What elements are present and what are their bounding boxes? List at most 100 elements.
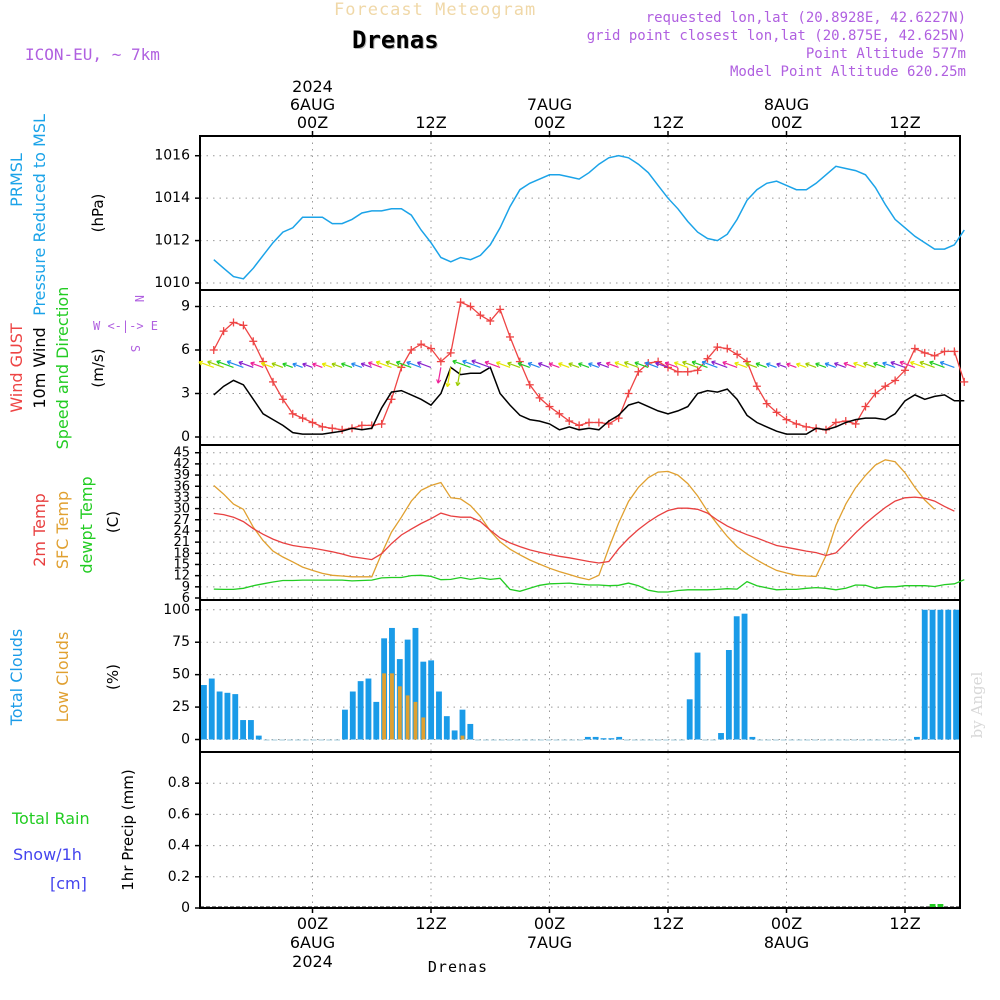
direction-arrow-head [496,362,500,366]
direction-arrow-head [682,361,686,366]
total-cloud-bar [718,733,724,740]
direction-arrow-shaft [496,361,511,368]
bottom-tick-label: 2024 [292,952,333,971]
gust-marker [901,366,909,375]
direction-arrow-shaft [899,361,916,368]
direction-arrow-shaft [824,362,837,368]
y-tick-label: 6 [182,591,190,606]
direction-arrow [351,362,363,368]
direction-arrow [596,361,609,368]
gust-marker [950,347,959,356]
direction-arrow-head [588,363,592,368]
direction-arrow-head [722,361,726,366]
direction-arrow-shaft [853,362,866,368]
direction-arrow-shaft [734,362,748,368]
direction-arrow-shaft [755,362,767,368]
y-tick-label: 25 [172,699,190,715]
direction-arrow-shaft [890,361,906,368]
gust-marker [357,421,366,430]
direction-arrow-head [910,361,914,366]
direction-arrow-head [578,363,582,368]
direction-arrow [238,360,254,368]
direction-arrow [673,361,688,368]
y-tick-label: 9 [182,580,190,595]
direction-arrow-head [537,362,542,367]
direction-arrow-head [899,361,904,366]
gust-marker [713,343,722,352]
direction-arrow-head [312,363,316,368]
gust-marker [446,348,455,357]
direction-arrow [605,361,619,368]
total-cloud-bar [436,691,442,740]
gust-marker [555,409,564,418]
direction-arrow [537,362,550,368]
temp-sfc-label: SFC Temp [53,491,72,569]
gust-marker [436,357,445,366]
total-cloud-bar [420,661,427,740]
bottom-tick-label: 00Z [534,914,565,933]
total-cloud-bar [404,639,411,740]
chart-title: Drenas [352,26,439,54]
y-tick-label: 1014 [154,190,190,206]
direction-arrow-head [634,362,638,367]
direction-arrow-head [824,363,829,367]
direction-arrow [417,361,432,368]
gust-marker [496,305,505,314]
y-tick-label: 30 [173,502,190,517]
direction-arrow-shaft [691,361,708,368]
gust-marker [940,347,949,356]
y-tick-label: 9 [181,299,190,315]
direction-arrow-shaft [722,361,738,368]
pressure-series [213,154,965,280]
direction-arrow-shaft [674,361,688,368]
direction-arrow [198,360,214,368]
sfc-temp-line [213,459,936,581]
total-cloud-bar [913,736,920,740]
direction-arrow-head [226,361,231,366]
direction-arrow-head [853,362,857,367]
direction-arrow [834,361,846,368]
direction-arrow-shaft [250,362,264,368]
direction-arrow-shaft [766,363,777,368]
direction-arrow-shaft [558,362,570,368]
direction-arrow-shaft [645,362,659,368]
direction-arrow-head [644,362,649,367]
direction-arrow-head [395,361,400,366]
snow-label: Snow/1h [13,845,82,864]
y-tick-label: 15 [173,557,190,572]
direction-arrow [395,360,412,368]
direction-arrow [882,361,896,368]
pressure-line [213,154,965,280]
total-cloud-bar [733,616,740,740]
total-cloud-bar [741,613,748,740]
total-cloud-bar [937,609,944,740]
direction-arrow-shaft [507,362,521,368]
y-tick-label: 36 [173,479,190,494]
direction-arrow-shaft [568,363,580,368]
gust-marker [417,340,426,349]
temperature-series [213,459,965,593]
gust-marker [752,382,761,391]
direction-arrow [312,362,323,368]
direction-arrow-head [446,383,451,388]
direction-arrow [507,361,521,368]
rain-bar [937,904,944,907]
total-cloud-bar [451,730,458,740]
top-tick-label: 8AUG [764,95,809,114]
bottom-tick-label: 12Z [415,914,446,933]
gust-marker [427,344,435,353]
total-cloud-bar [349,691,356,740]
direction-arrow-shaft [376,361,392,368]
direction-arrow [368,361,382,368]
total-cloud-bar [459,709,466,740]
y-tick-label: 42 [173,457,190,472]
gust-marker [387,395,396,404]
direction-arrow-head [517,362,522,367]
direction-arrow [445,367,452,388]
gust-marker [594,418,603,427]
direction-arrow-shaft [385,361,402,368]
compass-rose: N W <-|-> E S [93,295,158,352]
wind-series [198,298,969,435]
direction-arrow [282,362,293,368]
